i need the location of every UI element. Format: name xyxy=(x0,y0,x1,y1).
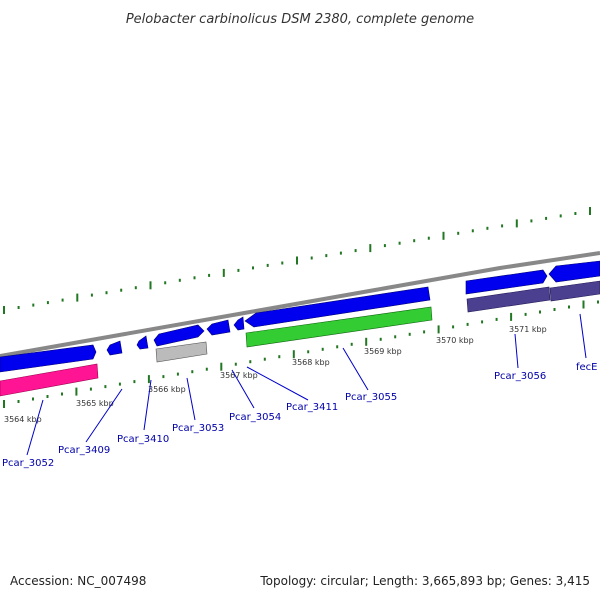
kbp-scale: 3564 kbp 3565 kbp 3566 kbp 3567 kbp 3568… xyxy=(4,325,547,424)
gene-label[interactable]: Pcar_3052 xyxy=(2,458,54,469)
gene-block[interactable] xyxy=(155,341,208,363)
gene-labels: Pcar_3052 Pcar_3409 Pcar_3410 Pcar_3053 … xyxy=(2,362,598,469)
gene-arrow[interactable] xyxy=(106,340,123,356)
genome-title: Pelobacter carbinolicus DSM 2380, comple… xyxy=(126,12,474,27)
gene-arrow[interactable] xyxy=(548,260,600,283)
inner-tick-ring xyxy=(3,300,599,408)
gene-arrow[interactable] xyxy=(206,319,231,336)
gene-leader-lines xyxy=(26,313,587,456)
gene-block[interactable] xyxy=(0,363,99,397)
accession-text: Accession: NC_007498 xyxy=(10,574,147,588)
outer-tick-ring xyxy=(3,207,591,314)
gene-label[interactable]: fecE xyxy=(576,362,598,373)
gene-label[interactable]: Pcar_3054 xyxy=(229,412,281,423)
genome-summary: Topology: circular; Length: 3,665,893 bp… xyxy=(260,574,590,588)
gene-block[interactable] xyxy=(549,280,600,302)
gene-label[interactable]: Pcar_3411 xyxy=(286,402,338,413)
reverse-strand-track xyxy=(0,280,600,397)
gene-block[interactable] xyxy=(245,306,433,348)
kbp-label: 3566 kbp xyxy=(148,385,186,394)
gene-label[interactable]: Pcar_3409 xyxy=(58,445,110,456)
gene-arrow[interactable] xyxy=(244,286,431,328)
gene-arrow[interactable] xyxy=(233,316,245,331)
kbp-label: 3567 kbp xyxy=(220,371,258,380)
gene-label[interactable]: Pcar_3056 xyxy=(494,371,546,382)
kbp-label: 3569 kbp xyxy=(364,347,402,356)
forward-strand-track xyxy=(0,260,600,373)
gene-label[interactable]: Pcar_3055 xyxy=(345,392,397,403)
gene-label[interactable]: Pcar_3410 xyxy=(117,434,169,445)
kbp-label: 3568 kbp xyxy=(292,358,330,367)
gene-arrow[interactable] xyxy=(153,324,205,347)
gene-arrow[interactable] xyxy=(0,344,97,373)
gene-arrow[interactable] xyxy=(136,335,149,350)
kbp-label: 3570 kbp xyxy=(436,336,474,345)
kbp-label: 3565 kbp xyxy=(76,399,114,408)
gene-arrow[interactable] xyxy=(465,269,548,295)
genome-backbone xyxy=(0,251,600,358)
gene-block[interactable] xyxy=(466,286,551,313)
gene-label[interactable]: Pcar_3053 xyxy=(172,423,224,434)
kbp-label: 3564 kbp xyxy=(4,415,42,424)
kbp-label: 3571 kbp xyxy=(509,325,547,334)
